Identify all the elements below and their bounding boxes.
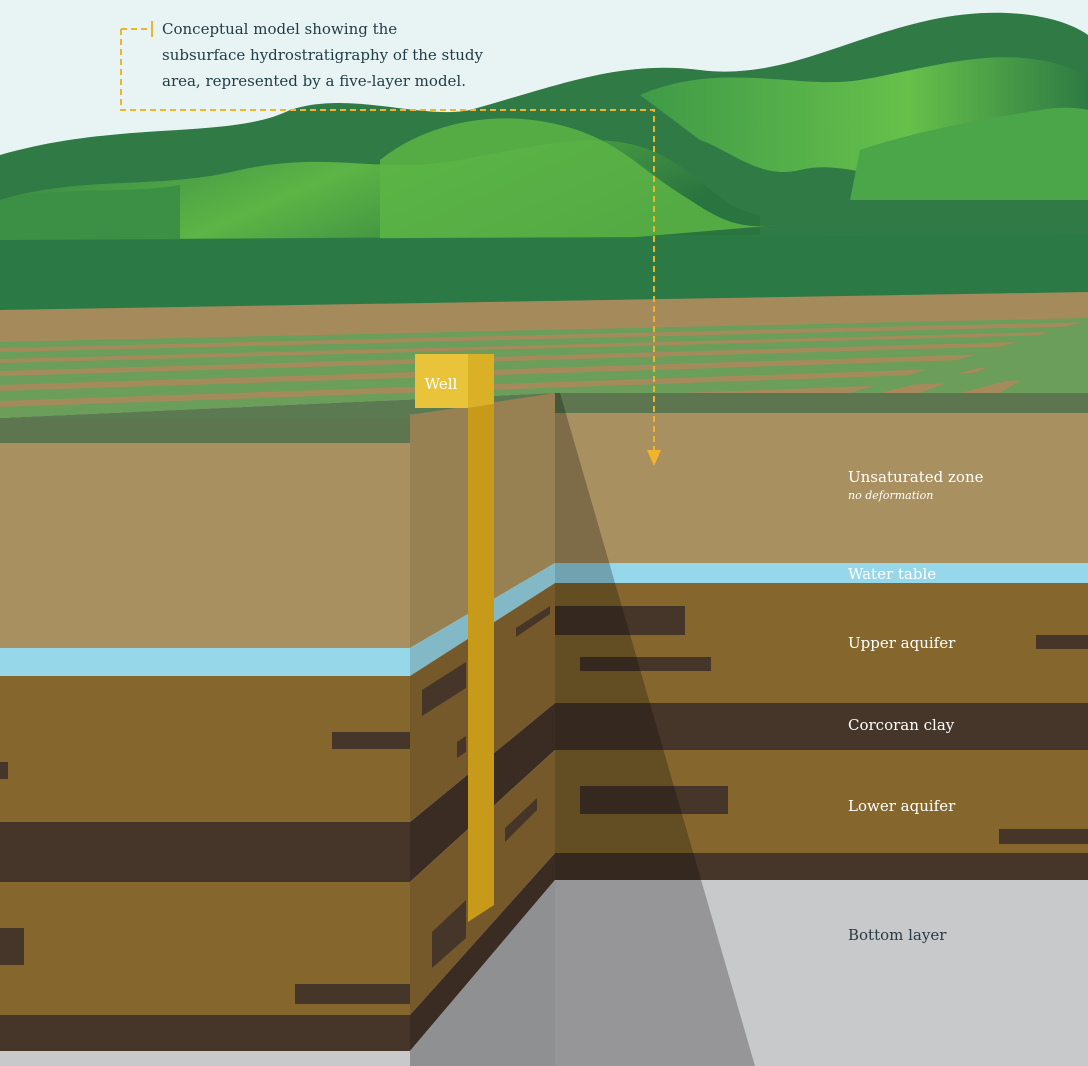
label-bottom-layer: Bottom layer: [848, 926, 947, 944]
label-corcoran-clay: Corcoran clay: [848, 716, 955, 734]
label-upper-aquifer: Upper aquifer: [848, 634, 956, 652]
left-front-face: [0, 443, 410, 1066]
label-unsaturated-note: no deformation: [848, 489, 933, 502]
well-label: Well: [425, 375, 458, 393]
well-cap-side: [468, 354, 494, 408]
label-unsaturated-zone: Unsaturated zone: [848, 468, 984, 486]
caption-line-1: Conceptual model showing the: [162, 20, 397, 38]
caption-line-3: area, represented by a five-layer model.: [162, 72, 466, 90]
label-water-table: Water table: [848, 565, 936, 583]
label-lower-aquifer: Lower aquifer: [848, 797, 956, 815]
well-casing: [468, 404, 494, 922]
left-block-top-face: [0, 418, 410, 443]
caption-line-2: subsurface hydrostratigraphy of the stud…: [162, 46, 484, 64]
